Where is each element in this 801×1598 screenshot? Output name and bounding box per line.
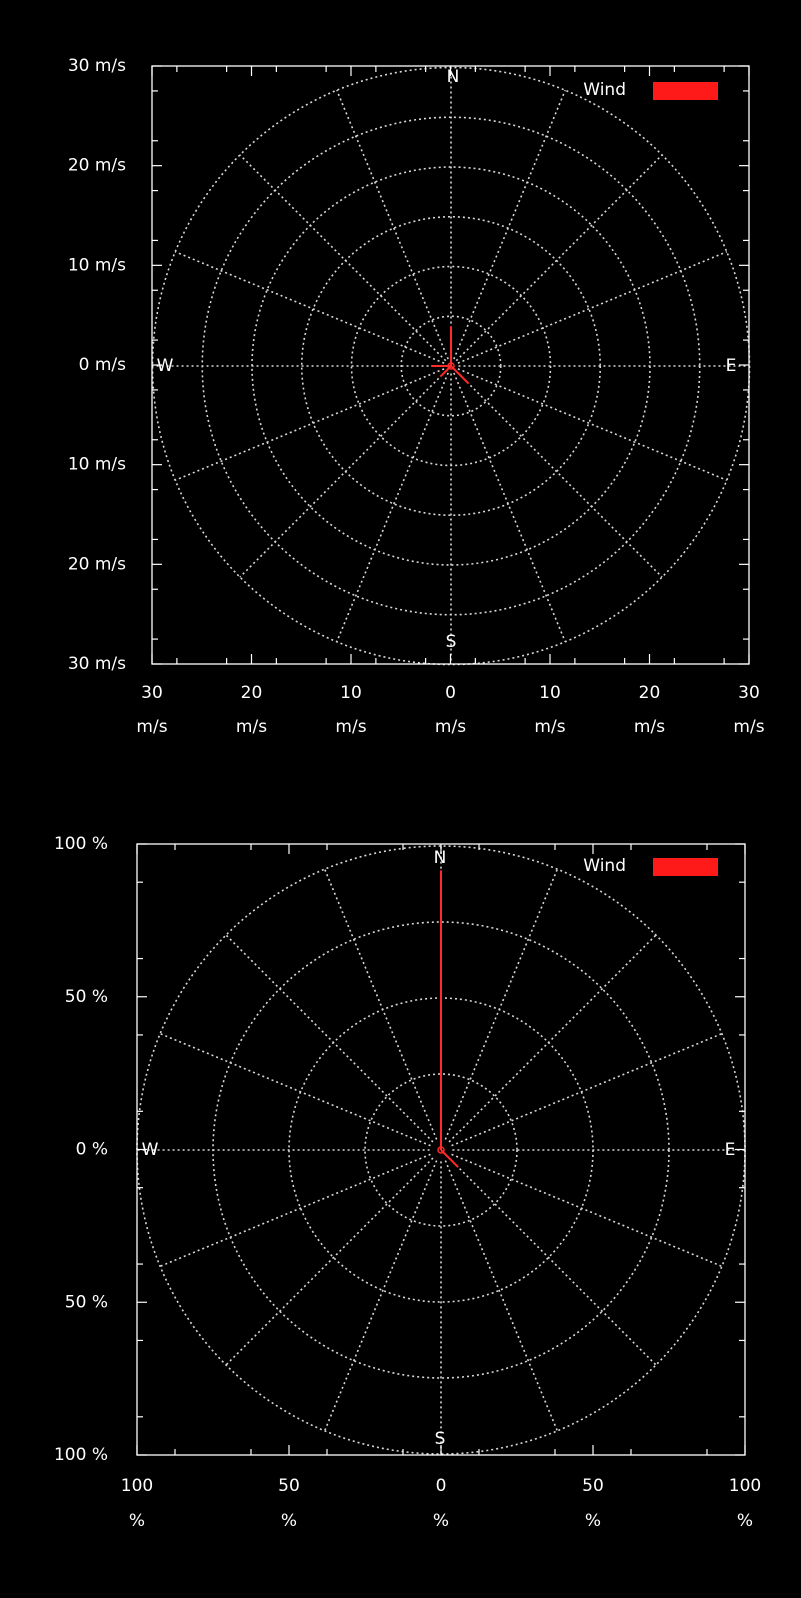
y-tick-label: 20 m/s bbox=[68, 156, 126, 176]
grid-spoke bbox=[174, 368, 445, 481]
x-tick-value: 100 bbox=[729, 1476, 761, 1496]
x-tick-value: 20 bbox=[639, 683, 661, 703]
grid-spoke bbox=[444, 1160, 559, 1432]
compass-east-label: E bbox=[725, 1140, 736, 1160]
legend-swatch bbox=[653, 82, 718, 100]
x-tick-unit: m/s bbox=[335, 717, 366, 737]
wind-vector-origin bbox=[447, 362, 455, 370]
legend-swatch bbox=[653, 858, 718, 876]
grid-spoke bbox=[453, 372, 566, 643]
grid-ring bbox=[400, 315, 502, 417]
grid-spoke bbox=[159, 1032, 431, 1147]
grid-spoke bbox=[451, 1153, 723, 1268]
x-tick-unit: m/s bbox=[236, 717, 267, 737]
y-tick-label: 0 m/s bbox=[79, 355, 127, 375]
y-tick-label: 30 m/s bbox=[68, 654, 126, 674]
grid-spoke bbox=[448, 1157, 657, 1366]
grid-spoke bbox=[448, 934, 657, 1143]
x-tick-unit: % bbox=[433, 1511, 449, 1531]
x-tick-unit: % bbox=[585, 1511, 601, 1531]
compass-north-label: N bbox=[434, 848, 447, 868]
compass-west-label: W bbox=[142, 1140, 159, 1160]
x-tick-value: 0 bbox=[436, 1476, 447, 1496]
x-tick-unit: % bbox=[129, 1511, 145, 1531]
legend-label: Wind bbox=[583, 80, 626, 100]
x-tick-value: 30 bbox=[738, 683, 760, 703]
compass-east-label: E bbox=[726, 356, 737, 376]
x-tick-unit: m/s bbox=[136, 717, 167, 737]
grid-spoke bbox=[455, 370, 663, 578]
x-tick-value: 50 bbox=[278, 1476, 300, 1496]
grid-spoke bbox=[239, 370, 447, 578]
x-tick-value: 10 bbox=[539, 683, 561, 703]
compass-south-label: S bbox=[446, 632, 457, 652]
grid-spoke bbox=[457, 251, 728, 364]
compass-west-label: W bbox=[157, 356, 174, 376]
grid-spoke bbox=[323, 868, 438, 1140]
y-tick-label: 50 % bbox=[65, 1292, 108, 1312]
chart-2 bbox=[136, 843, 746, 1456]
compass-south-label: S bbox=[435, 1429, 446, 1449]
grid-spoke bbox=[323, 1160, 438, 1432]
chart-1 bbox=[151, 65, 751, 666]
y-tick-label: 30 m/s bbox=[68, 56, 126, 76]
grid-spoke bbox=[336, 89, 449, 360]
x-tick-unit: m/s bbox=[534, 717, 565, 737]
wind-vector bbox=[440, 1149, 459, 1168]
grid-spoke bbox=[225, 1157, 434, 1366]
grid-spoke bbox=[455, 154, 663, 362]
x-tick-value: 100 bbox=[121, 1476, 153, 1496]
grid-spoke bbox=[451, 1032, 723, 1147]
grid-spoke bbox=[336, 372, 449, 643]
grid-spoke bbox=[453, 89, 566, 360]
grid-spoke bbox=[174, 251, 445, 364]
y-tick-label: 50 % bbox=[65, 987, 108, 1007]
compass-north-label: N bbox=[447, 67, 460, 87]
x-tick-unit: % bbox=[737, 1511, 753, 1531]
grid-spoke bbox=[159, 1153, 431, 1268]
wind-vector bbox=[450, 365, 470, 385]
grid-spoke bbox=[444, 868, 559, 1140]
x-tick-value: 10 bbox=[340, 683, 362, 703]
x-tick-unit: m/s bbox=[733, 717, 764, 737]
grid-ring bbox=[364, 1073, 518, 1227]
y-tick-label: 100 % bbox=[54, 1445, 108, 1465]
y-tick-label: 10 m/s bbox=[68, 455, 126, 475]
x-tick-value: 50 bbox=[582, 1476, 604, 1496]
y-tick-label: 20 m/s bbox=[68, 554, 126, 574]
grid-spoke bbox=[457, 368, 728, 481]
x-tick-unit: m/s bbox=[435, 717, 466, 737]
x-tick-unit: m/s bbox=[634, 717, 665, 737]
grid-spoke bbox=[225, 934, 434, 1143]
y-tick-label: 10 m/s bbox=[68, 255, 126, 275]
y-tick-label: 0 % bbox=[76, 1140, 108, 1160]
legend-label: Wind bbox=[583, 856, 626, 876]
x-tick-value: 30 bbox=[141, 683, 163, 703]
grid-spoke bbox=[239, 154, 447, 362]
wind-vector-origin bbox=[437, 1146, 445, 1154]
y-tick-label: 100 % bbox=[54, 834, 108, 854]
x-tick-value: 20 bbox=[241, 683, 263, 703]
x-tick-value: 0 bbox=[445, 683, 456, 703]
x-tick-unit: % bbox=[281, 1511, 297, 1531]
grid-ring bbox=[350, 265, 552, 467]
